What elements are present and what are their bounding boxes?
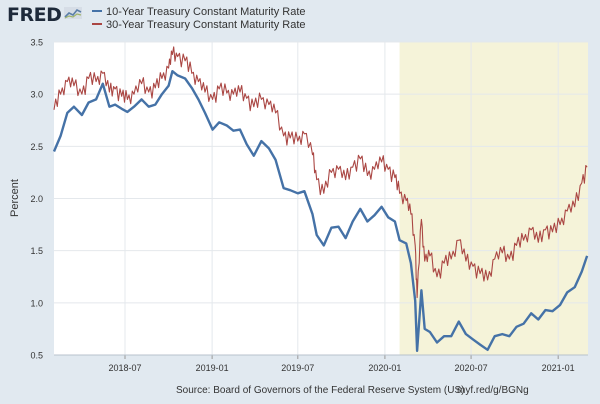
y-tick-label-0: 0.5 [30, 351, 43, 361]
x-tick-label-5: 2021-01 [542, 363, 575, 373]
chart-legend: 10-Year Treasury Constant Maturity Rate … [92, 6, 306, 32]
legend-item-10-year[interactable]: 10-Year Treasury Constant Maturity Rate [92, 6, 306, 19]
source-note: Source: Board of Governors of the Federa… [176, 385, 465, 396]
fred-logo: FRED [7, 4, 62, 26]
line-chart-icon [64, 7, 82, 19]
y-tick-label-6: 3.5 [30, 38, 43, 48]
series-line-10-year [52, 69, 589, 352]
legend-swatch-30-year [92, 23, 102, 26]
y-tick-label-1: 1.0 [30, 298, 43, 308]
chart-header: FRED 10-Year Treasury Constant Maturity … [0, 0, 600, 34]
legend-swatch-10-year [92, 10, 102, 13]
legend-item-30-year[interactable]: 30-Year Treasury Constant Maturity Rate [92, 19, 306, 32]
x-tick-label-1: 2019-01 [196, 363, 229, 373]
legend-label-30-year: 30-Year Treasury Constant Maturity Rate [106, 19, 306, 31]
x-tick-label-4: 2020-07 [455, 363, 488, 373]
y-tick-label-2: 1.5 [30, 246, 43, 256]
x-tick-label-0: 2018-07 [108, 363, 141, 373]
y-tick-label-4: 2.5 [30, 142, 43, 152]
y-axis-label: Percent [9, 179, 21, 217]
series-line-30-year [53, 46, 588, 299]
y-tick-label-5: 3.0 [30, 90, 43, 100]
y-tick-label-3: 2.0 [30, 194, 43, 204]
x-tick-label-3: 2020-01 [368, 363, 401, 373]
legend-label-10-year: 10-Year Treasury Constant Maturity Rate [106, 6, 306, 18]
short-link[interactable]: myf.red/g/BGNg [457, 385, 529, 396]
x-tick-label-2: 2019-07 [281, 363, 314, 373]
